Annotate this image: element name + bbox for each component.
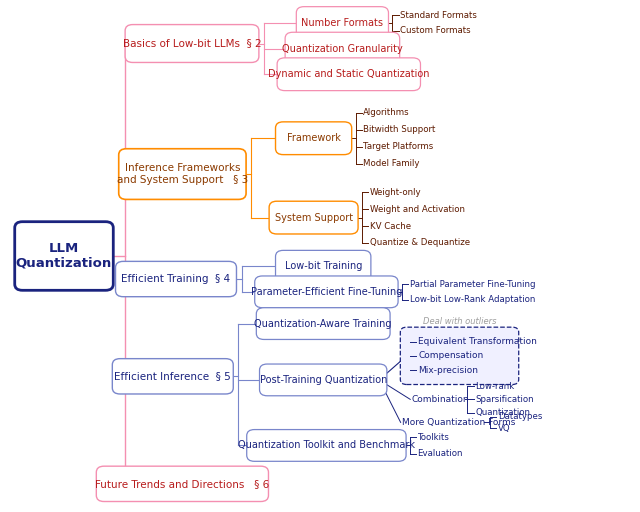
Text: Algorithms: Algorithms <box>364 109 410 117</box>
FancyBboxPatch shape <box>260 364 387 396</box>
Text: Weight and Activation: Weight and Activation <box>370 205 465 214</box>
Text: KV Cache: KV Cache <box>370 222 411 230</box>
Text: Standard Formats: Standard Formats <box>400 11 477 20</box>
Text: Partial Parameter Fine-Tuning: Partial Parameter Fine-Tuning <box>410 280 535 289</box>
FancyBboxPatch shape <box>119 148 246 199</box>
FancyBboxPatch shape <box>15 222 113 290</box>
FancyBboxPatch shape <box>275 122 352 155</box>
FancyBboxPatch shape <box>256 308 390 339</box>
Text: System Support: System Support <box>275 212 353 223</box>
FancyBboxPatch shape <box>255 276 398 308</box>
Text: More Quantization Forms: More Quantization Forms <box>402 418 515 427</box>
Text: Dynamic and Static Quantization: Dynamic and Static Quantization <box>268 69 429 79</box>
FancyBboxPatch shape <box>277 58 420 91</box>
FancyBboxPatch shape <box>269 201 358 234</box>
Text: Combination: Combination <box>412 395 469 404</box>
Text: LLM
Quantization: LLM Quantization <box>16 242 112 270</box>
Text: Compensation: Compensation <box>419 351 483 360</box>
Text: Post-Training Quantization: Post-Training Quantization <box>259 375 387 385</box>
Text: VQ: VQ <box>498 423 511 433</box>
Text: Mix-precision: Mix-precision <box>419 366 478 375</box>
Text: Quantize & Dequantize: Quantize & Dequantize <box>370 239 470 247</box>
Text: Framework: Framework <box>287 133 340 143</box>
FancyBboxPatch shape <box>296 7 388 39</box>
Text: Efficient Inference  § 5: Efficient Inference § 5 <box>115 371 231 381</box>
Text: Number Formats: Number Formats <box>301 18 383 28</box>
Text: Model Family: Model Family <box>364 159 420 168</box>
Text: Low-bit Low-Rank Adaptation: Low-bit Low-Rank Adaptation <box>410 295 535 304</box>
Text: Low-rank: Low-rank <box>476 381 515 391</box>
FancyBboxPatch shape <box>113 358 234 394</box>
Text: Inference Frameworks
and System Support   § 3: Inference Frameworks and System Support … <box>116 163 248 185</box>
Text: Equivalent Transformation: Equivalent Transformation <box>419 337 537 346</box>
Text: Basics of Low-bit LLMs  § 2: Basics of Low-bit LLMs § 2 <box>123 38 261 49</box>
Text: Deal with outliers: Deal with outliers <box>423 317 496 326</box>
Text: Sparsification: Sparsification <box>476 395 534 404</box>
Text: Parameter-Efficient Fine-Tuning: Parameter-Efficient Fine-Tuning <box>251 287 402 297</box>
Text: Low-bit Training: Low-bit Training <box>285 261 362 271</box>
Text: Quantization Granularity: Quantization Granularity <box>282 44 403 54</box>
FancyBboxPatch shape <box>115 261 237 297</box>
Text: Future Trends and Directions   § 6: Future Trends and Directions § 6 <box>95 479 269 489</box>
Text: Efficient Training  § 4: Efficient Training § 4 <box>122 274 230 284</box>
Text: Quantization-Aware Training: Quantization-Aware Training <box>255 318 392 329</box>
Text: Custom Formats: Custom Formats <box>400 26 470 35</box>
FancyBboxPatch shape <box>96 466 269 502</box>
Text: Toolkits: Toolkits <box>418 433 449 442</box>
Text: Quantization Toolkit and Benchmark: Quantization Toolkit and Benchmark <box>238 440 415 451</box>
Text: Evaluation: Evaluation <box>418 449 463 458</box>
Text: Datatypes: Datatypes <box>498 412 542 421</box>
FancyBboxPatch shape <box>401 327 519 385</box>
FancyBboxPatch shape <box>247 430 406 461</box>
Text: Weight-only: Weight-only <box>370 188 421 197</box>
FancyBboxPatch shape <box>275 250 371 282</box>
Text: Target Platforms: Target Platforms <box>364 142 433 151</box>
FancyBboxPatch shape <box>285 32 400 65</box>
Text: Quantization: Quantization <box>476 408 531 417</box>
FancyBboxPatch shape <box>125 25 259 62</box>
Text: Bitwidth Support: Bitwidth Support <box>364 125 436 134</box>
